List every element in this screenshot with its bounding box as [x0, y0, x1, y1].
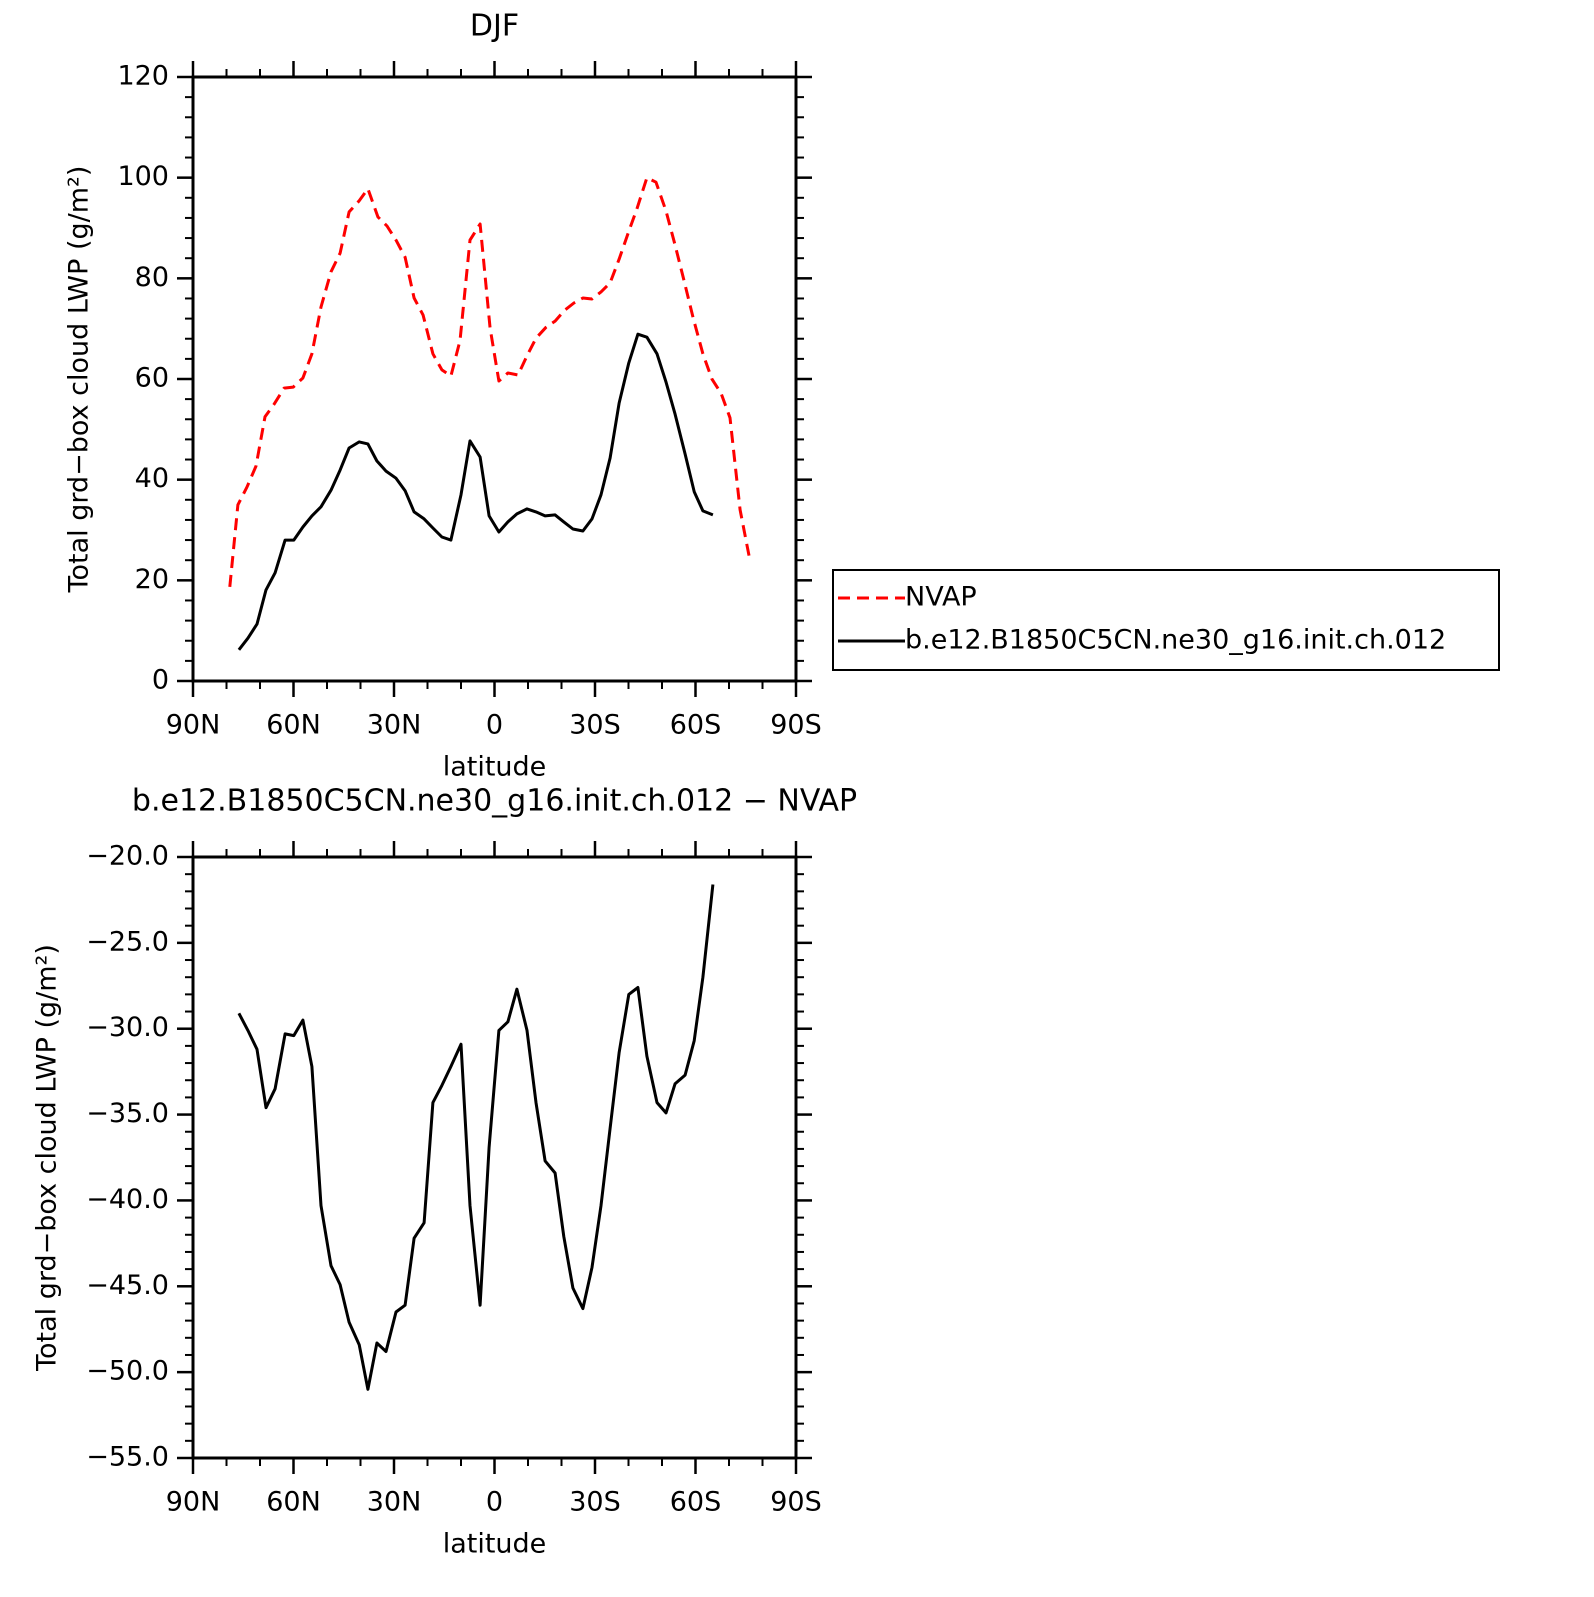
- x-tick-label: 60S: [670, 1487, 722, 1518]
- y-axis-label: Total grd−box cloud LWP (g/m²): [64, 166, 95, 594]
- y-tick-label: −50.0: [86, 1356, 169, 1387]
- y-tick-label: −25.0: [86, 926, 169, 957]
- y-tick-label: −35.0: [86, 1098, 169, 1129]
- chart-title: b.e12.B1850C5CN.ne30_g16.init.ch.012 − N…: [132, 784, 857, 819]
- chart-title: DJF: [470, 9, 519, 44]
- y-tick-label: 40: [135, 463, 169, 494]
- x-tick-label: 30N: [367, 710, 422, 741]
- x-tick-label: 0: [486, 1487, 503, 1518]
- legend-label: NVAP: [905, 582, 977, 613]
- legend-box: [832, 569, 1500, 671]
- x-tick-label: 90S: [770, 1487, 822, 1518]
- x-tick-label: 30S: [569, 1487, 621, 1518]
- y-tick-label: 0: [152, 665, 169, 696]
- data-line: [237, 884, 715, 1391]
- x-axis-label: latitude: [443, 1529, 547, 1560]
- y-tick-label: 60: [135, 363, 169, 394]
- y-tick-label: −40.0: [86, 1184, 169, 1215]
- x-tick-label: 60S: [670, 710, 722, 741]
- data-line: [237, 332, 714, 651]
- y-tick-label: 120: [117, 61, 169, 92]
- y-tick-label: −30.0: [86, 1012, 169, 1043]
- y-tick-label: −55.0: [86, 1442, 169, 1473]
- x-tick-label: 90S: [770, 710, 822, 741]
- x-tick-label: 30N: [367, 1487, 422, 1518]
- y-tick-label: 100: [117, 161, 169, 192]
- x-tick-label: 90N: [166, 1487, 221, 1518]
- x-tick-label: 60N: [266, 710, 321, 741]
- data-line: [228, 176, 752, 588]
- legend-label: b.e12.B1850C5CN.ne30_g16.init.ch.012: [905, 625, 1446, 656]
- x-tick-label: 90N: [166, 710, 221, 741]
- x-tick-label: 0: [486, 710, 503, 741]
- x-tick-label: 30S: [569, 710, 621, 741]
- y-tick-label: −20.0: [86, 841, 169, 872]
- plot-frame: [191, 75, 798, 683]
- y-axis-label: Total grd−box cloud LWP (g/m²): [32, 944, 63, 1372]
- y-tick-label: 20: [135, 564, 169, 595]
- x-axis-label: latitude: [443, 752, 547, 783]
- y-tick-label: 80: [135, 262, 169, 293]
- x-tick-label: 60N: [266, 1487, 321, 1518]
- y-tick-label: −45.0: [86, 1270, 169, 1301]
